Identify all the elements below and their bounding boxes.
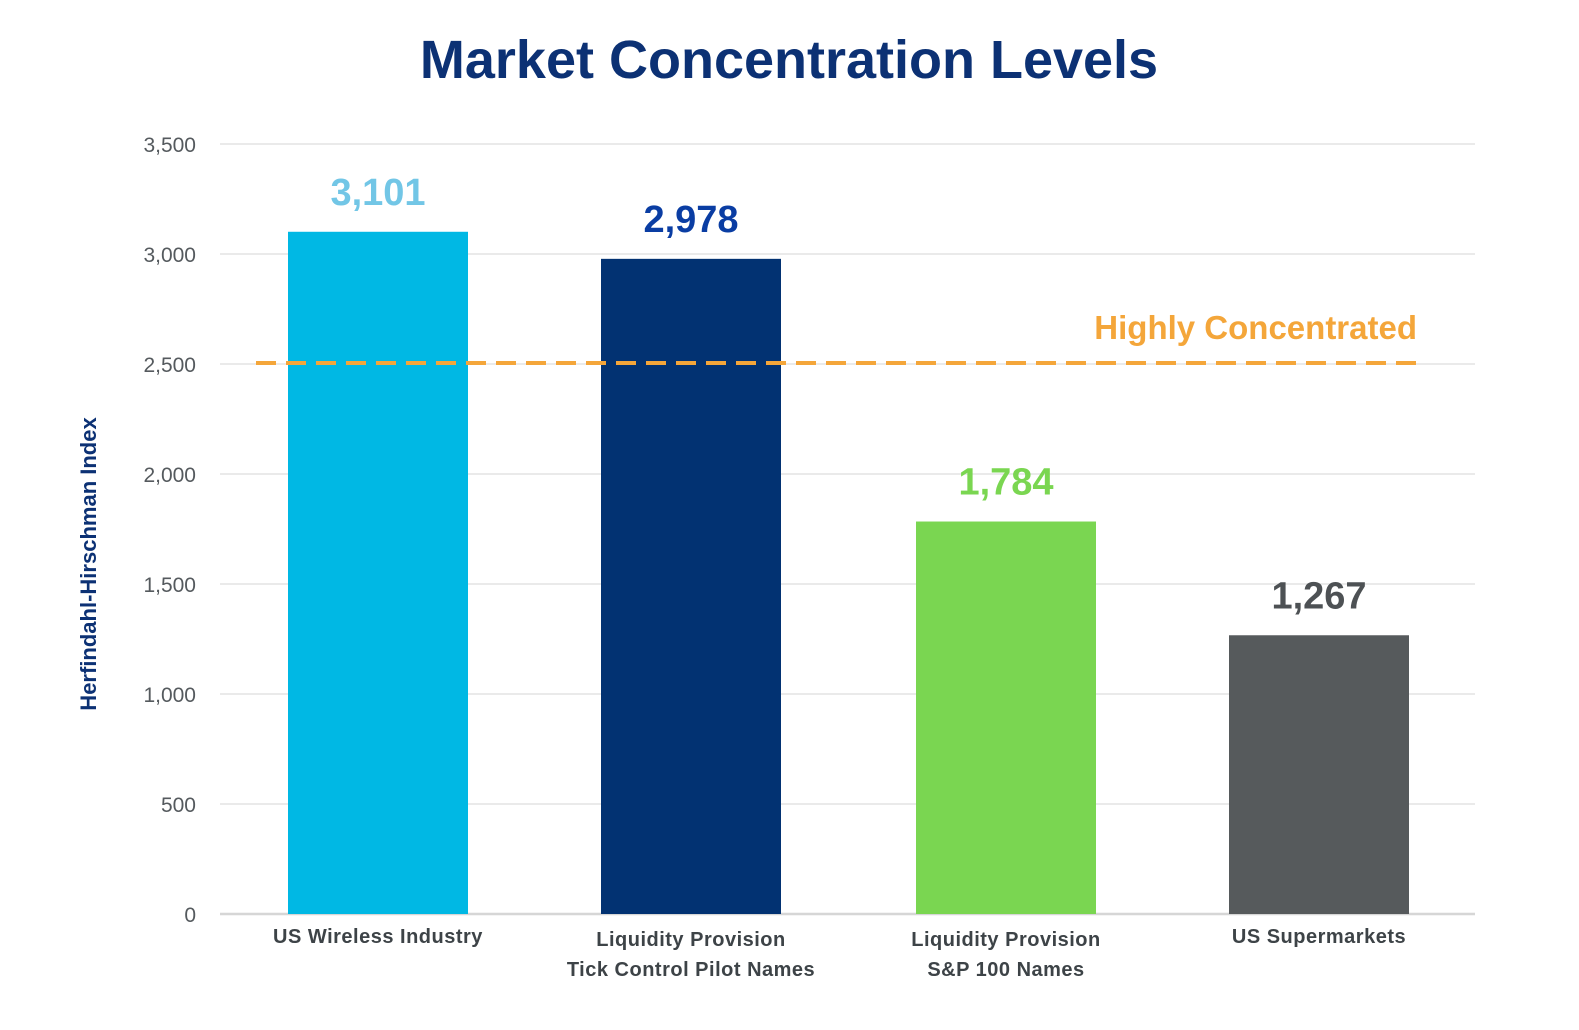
y-axis-ticks: 0 500 1,000 1,500 2,000 2,500 3,000 3,500 — [143, 134, 196, 927]
y-tick-label: 3,000 — [143, 244, 196, 267]
reference-line-group: Highly Concentrated — [256, 309, 1417, 365]
y-tick-label: 2,500 — [143, 354, 196, 377]
data-label: 1,784 — [958, 462, 1053, 504]
data-label: 2,978 — [643, 199, 738, 241]
y-tick-label: 0 — [184, 904, 196, 927]
chart-title: Market Concentration Levels — [420, 30, 1158, 90]
bar — [916, 521, 1096, 914]
y-tick-label: 1,000 — [143, 684, 196, 707]
x-category-label: Liquidity Provision — [911, 929, 1101, 951]
bar — [601, 258, 781, 915]
x-category-label: US Supermarkets — [1232, 926, 1406, 948]
y-tick-label: 2,000 — [143, 464, 196, 487]
x-category-label: Tick Control Pilot Names — [567, 959, 815, 981]
x-category-label: S&P 100 Names — [927, 959, 1084, 981]
data-label: 3,101 — [330, 172, 425, 214]
x-axis-labels: US Wireless Industry Liquidity Provision T… — [273, 926, 1406, 981]
x-category-label: US Wireless Industry — [273, 926, 483, 948]
y-tick-label: 500 — [161, 794, 196, 817]
y-tick-label: 1,500 — [143, 574, 196, 597]
bar — [1229, 635, 1409, 914]
data-label: 1,267 — [1271, 575, 1366, 617]
x-category-label: Liquidity Provision — [596, 929, 786, 951]
y-axis-label: Herfindahl-Hirschman Index — [76, 417, 101, 711]
y-tick-label: 3,500 — [143, 134, 196, 157]
bars — [288, 231, 1409, 915]
data-labels: 3,101 2,978 1,784 1,267 — [330, 172, 1366, 617]
reference-line-label: Highly Concentrated — [1094, 309, 1417, 346]
bar — [288, 231, 468, 914]
